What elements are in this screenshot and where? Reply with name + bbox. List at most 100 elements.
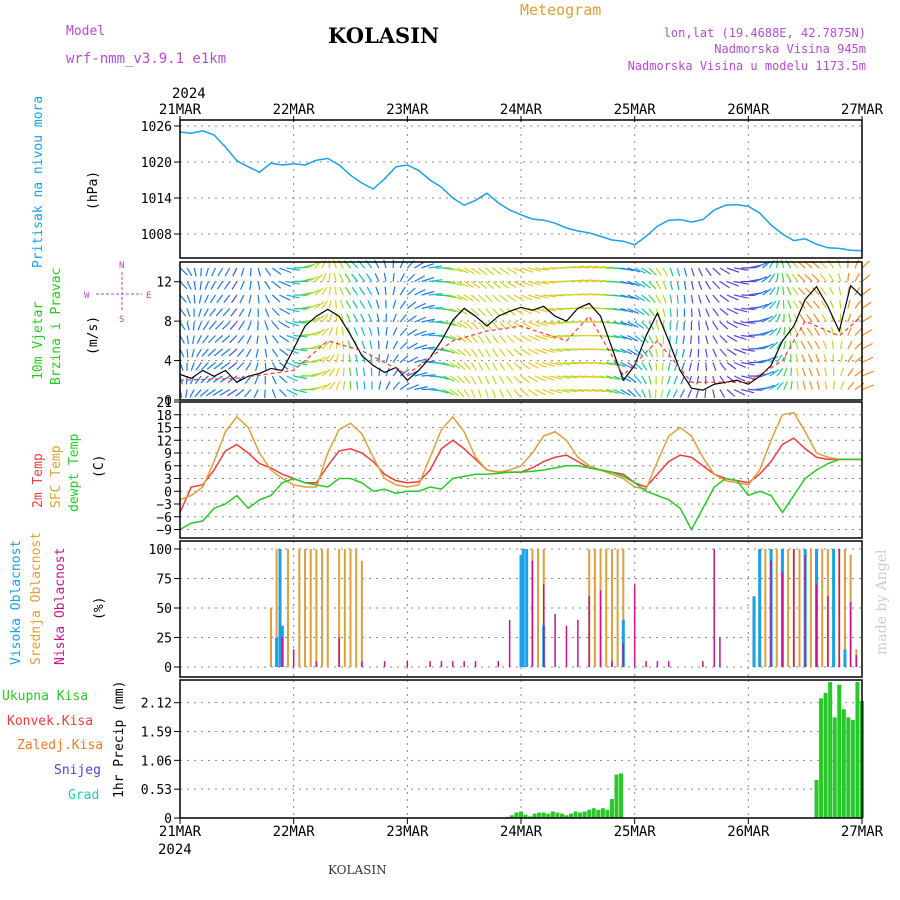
- legend-hail: Grad: [68, 788, 99, 803]
- precip-bar: [832, 717, 837, 818]
- precip-bar: [546, 813, 551, 818]
- wind-arrow: [813, 313, 820, 323]
- precip-bar: [587, 809, 592, 818]
- wind-arrow: [570, 375, 585, 379]
- wind-arrow: [279, 348, 289, 356]
- wind-arrow: [463, 267, 475, 275]
- precip-bar: [619, 773, 624, 818]
- wind-arrow: [470, 335, 479, 344]
- wind-arrow: [256, 335, 259, 344]
- temp-tick-label: 0: [164, 485, 172, 500]
- wind-arrow: [499, 389, 505, 398]
- wind-arrow: [470, 281, 481, 289]
- wind-arrow: [520, 294, 533, 301]
- wind-arrow: [428, 293, 443, 296]
- wind-tick-label: 4: [164, 355, 172, 370]
- wind-arrow: [666, 375, 671, 385]
- wind-arrow: [556, 348, 571, 352]
- wind-arrow: [279, 294, 291, 301]
- wind-arrow: [335, 354, 339, 363]
- wind-arrow: [698, 308, 701, 317]
- wind-arrow: [688, 375, 693, 385]
- precip-bar: [591, 808, 596, 818]
- wind-arrow: [191, 348, 195, 358]
- wind-arrow: [194, 389, 202, 398]
- wind-arrow: [499, 348, 506, 358]
- precip-bar: [509, 815, 514, 818]
- wind-arrow: [321, 341, 330, 350]
- wind-arrow: [513, 348, 523, 357]
- wind-arrow: [463, 389, 470, 398]
- wind-arrow: [712, 348, 718, 358]
- wind-arrow: [244, 375, 252, 384]
- wind-arrow: [442, 307, 457, 313]
- wind-arrow: [208, 321, 216, 330]
- wind-arrow: [321, 300, 328, 309]
- temp-unit: (C): [92, 455, 107, 478]
- wind-arrow: [698, 294, 702, 304]
- wind-arrow: [584, 388, 599, 392]
- wind-arrow: [222, 308, 231, 317]
- wind-arrow: [224, 267, 231, 277]
- wind-arrow: [335, 367, 340, 377]
- location-title: KOLASIN: [328, 23, 439, 48]
- wind-arrow: [428, 306, 443, 310]
- wind-arrow: [186, 348, 189, 358]
- wind-arrow: [227, 388, 238, 397]
- wind-arrow: [362, 367, 366, 377]
- compass-e: E: [146, 291, 151, 301]
- wind-arrow: [360, 327, 366, 336]
- cloud-high-label: Visoka Oblacnost: [9, 540, 24, 665]
- wind-arrow: [253, 389, 259, 398]
- wind-arrow: [734, 280, 748, 285]
- wind-arrow: [456, 267, 469, 274]
- wind-arrow: [499, 308, 508, 316]
- wind-arrow: [223, 294, 231, 303]
- wind-arrow: [314, 370, 327, 377]
- wind-arrow: [449, 389, 460, 397]
- wind-arrow: [789, 340, 792, 350]
- wind-arrow: [506, 280, 517, 289]
- wind-arrow: [470, 375, 477, 385]
- wind-arrow: [683, 281, 687, 290]
- wind-arrow: [335, 327, 338, 336]
- precip-bar: [555, 812, 560, 818]
- wind-arrow: [676, 267, 681, 277]
- wind-arrow: [820, 286, 827, 296]
- wind-arrow: [577, 279, 592, 283]
- wind-arrow: [520, 334, 532, 342]
- wind-arrow: [776, 313, 781, 323]
- wind-arrow: [307, 261, 319, 269]
- wind-arrow: [690, 281, 695, 290]
- wind-arrow: [661, 375, 664, 385]
- precip-bar: [578, 812, 583, 818]
- wind-arrow: [620, 321, 633, 327]
- wind-arrow: [577, 375, 592, 378]
- wind-arrow: [342, 381, 346, 390]
- wind-arrow: [726, 348, 737, 356]
- temp-tick-label: −3: [156, 498, 172, 513]
- wind-arrow: [613, 361, 626, 368]
- wind-arrow: [186, 308, 191, 317]
- temp-tick-label: 12: [156, 434, 172, 449]
- wind-arrow: [186, 321, 190, 331]
- wind-arrow: [399, 382, 410, 390]
- precip-bar: [573, 811, 578, 818]
- wind-arrow: [328, 286, 332, 296]
- time-label-top: 23MAR: [386, 102, 429, 118]
- wind-arrow: [392, 340, 399, 350]
- wind-arrow: [209, 308, 216, 317]
- wind-arrow: [776, 286, 780, 296]
- wind-arrow: [264, 335, 268, 344]
- wind-arrow: [293, 348, 308, 352]
- wind-arrow: [535, 334, 548, 341]
- wind-arrow: [556, 375, 571, 380]
- wind-arrow: [293, 361, 308, 366]
- precip-tick-label: 0: [164, 812, 172, 827]
- wind-arrow: [556, 334, 571, 338]
- wind-arrow: [449, 334, 462, 342]
- wind-arrow: [641, 294, 651, 303]
- wind-arrow: [456, 294, 468, 302]
- wind-arrow: [828, 273, 835, 282]
